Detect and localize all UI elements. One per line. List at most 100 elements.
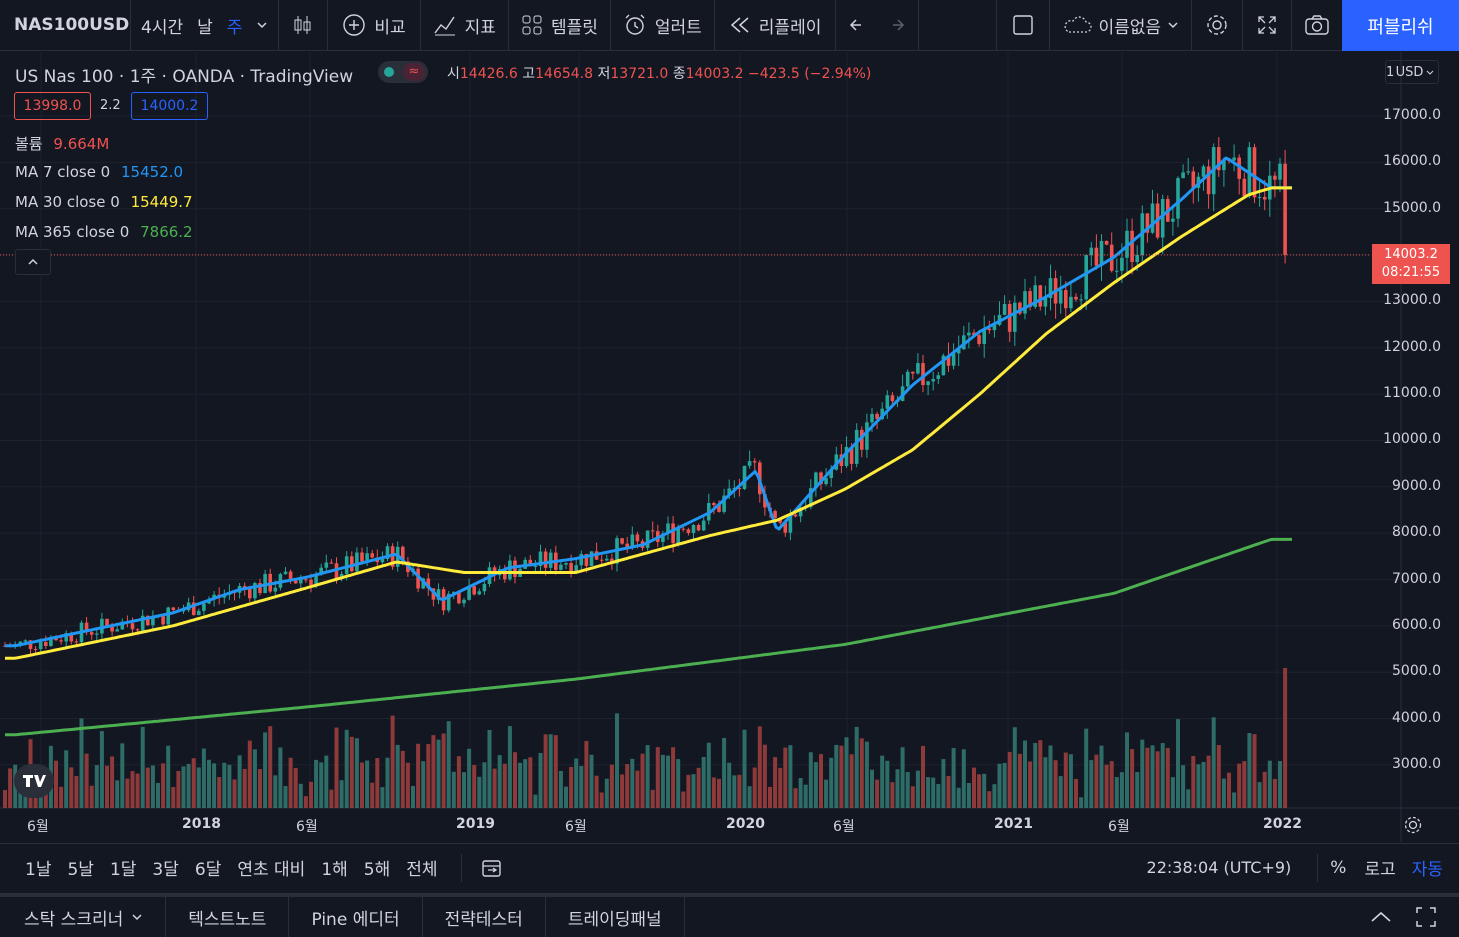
candle-body xyxy=(314,573,318,586)
range-6m[interactable]: 6달 xyxy=(194,860,222,880)
volume-legend[interactable]: 볼륨 9.664M xyxy=(15,135,110,153)
undo-icon[interactable] xyxy=(848,15,870,35)
replay-button[interactable]: 리플레이 xyxy=(715,0,836,51)
candle-body xyxy=(288,571,293,581)
chevron-down-icon xyxy=(132,914,142,921)
publish-button[interactable]: 퍼블리쉬 xyxy=(1342,0,1459,51)
chevron-up-icon[interactable] xyxy=(1369,910,1393,924)
volume-bar xyxy=(1074,778,1078,808)
tradingview-logo[interactable] xyxy=(14,764,54,798)
candle-body xyxy=(508,560,512,580)
candle-body xyxy=(1237,157,1241,179)
tab-pine-editor[interactable]: Pine 에디터 xyxy=(289,897,423,937)
market-status-toggle[interactable]: ≈ xyxy=(378,61,428,83)
range-5d[interactable]: 5날 xyxy=(67,860,94,880)
redo-icon[interactable] xyxy=(884,15,906,35)
tab-strategy-tester[interactable]: 전략테스터 xyxy=(423,897,546,937)
candle-body xyxy=(941,355,946,376)
ma7-legend[interactable]: MA 7 close 0 15452.0 xyxy=(15,163,184,181)
tab-text-notes[interactable]: 텍스트노트 xyxy=(166,897,290,937)
maximize-panel-icon[interactable] xyxy=(1415,906,1437,928)
snapshot-button[interactable] xyxy=(1292,0,1342,51)
volume-bar xyxy=(74,776,79,808)
range-1d[interactable]: 1날 xyxy=(25,860,52,880)
interval-4h[interactable]: 4시간 xyxy=(141,17,184,38)
auto-toggle[interactable]: 자동 xyxy=(1411,860,1443,880)
candle-body xyxy=(1201,166,1206,177)
alert-button[interactable]: 얼러트 xyxy=(611,0,714,51)
volume-bar xyxy=(834,744,839,808)
clock[interactable]: 22:38:04 (UTC+9) xyxy=(1146,858,1292,877)
candle-body xyxy=(1232,157,1236,161)
range-ytd[interactable]: 연초 대비 xyxy=(237,860,306,880)
volume-bar xyxy=(1221,778,1226,808)
volume-bar xyxy=(120,743,125,808)
price-chart[interactable] xyxy=(0,52,1459,843)
candle-body xyxy=(1283,163,1287,255)
time-tick-label: 6월 xyxy=(565,819,587,835)
volume-bar xyxy=(502,763,507,808)
range-1m[interactable]: 1달 xyxy=(109,860,137,880)
range-3m[interactable]: 3달 xyxy=(152,860,179,880)
interval-week[interactable]: 주 xyxy=(226,17,243,38)
collapse-legend-button[interactable] xyxy=(15,249,51,275)
candle-body xyxy=(105,618,109,626)
settings-button[interactable] xyxy=(1192,0,1242,51)
tab-trading-panel[interactable]: 트레이딩패널 xyxy=(546,897,685,937)
symbol-search[interactable]: NAS100USD xyxy=(0,0,130,51)
grid-icon xyxy=(521,14,543,36)
volume-bar xyxy=(558,770,563,808)
volume-bar xyxy=(1247,732,1252,808)
axis-settings-button[interactable] xyxy=(1403,815,1423,839)
layout-name-button[interactable]: 이름없음 xyxy=(1050,0,1191,51)
candle-body xyxy=(1135,254,1139,262)
price-tick-label: 10000.0 xyxy=(1383,431,1441,448)
templates-button[interactable]: 템플릿 xyxy=(509,0,610,51)
candle-body xyxy=(1150,203,1155,233)
fullscreen-layout-button[interactable] xyxy=(997,0,1049,51)
candle-body xyxy=(712,503,716,506)
candle-body xyxy=(763,494,767,508)
volume-bar xyxy=(1278,761,1282,808)
chart-legend-title[interactable]: US Nas 100 · 1주 · OANDA · TradingView xyxy=(15,62,353,87)
volume-bar xyxy=(910,786,915,808)
ma30-legend[interactable]: MA 30 close 0 15449.7 xyxy=(15,193,193,211)
price-tick-label: 13000.0 xyxy=(1383,292,1441,309)
candle-body xyxy=(584,553,589,566)
volume-bar xyxy=(456,756,461,808)
square-icon xyxy=(1011,13,1035,37)
volume-bar xyxy=(1145,747,1150,808)
range-5y[interactable]: 5해 xyxy=(363,860,391,880)
volume-bar xyxy=(232,779,237,808)
currency-selector[interactable]: 1 USD xyxy=(1385,60,1439,84)
candle-body xyxy=(1206,166,1211,195)
volume-bar xyxy=(1130,749,1135,808)
candle-body xyxy=(528,559,533,567)
chevron-down-icon[interactable] xyxy=(256,19,268,31)
candle-body xyxy=(1074,296,1078,300)
candle-body xyxy=(64,633,68,642)
volume-bar xyxy=(803,784,808,808)
volume-bar xyxy=(436,739,441,808)
tab-stock-screener[interactable]: 스탁 스크리너 xyxy=(0,897,167,937)
candle-body xyxy=(89,632,94,635)
volume-bar xyxy=(671,747,676,808)
volume-bar xyxy=(472,765,477,808)
range-all[interactable]: 전체 xyxy=(406,860,438,880)
interval-day[interactable]: 날 xyxy=(197,17,213,38)
volume-bar xyxy=(594,775,599,808)
ohlc-values: 시14426.6 고14654.8 저13721.0 종14003.2 −423… xyxy=(447,66,872,82)
log-toggle[interactable]: 로고 xyxy=(1364,860,1396,880)
candle-body xyxy=(1115,270,1119,272)
buy-price-button[interactable]: 14000.2 xyxy=(131,92,208,120)
percent-toggle[interactable]: % xyxy=(1330,857,1347,878)
indicators-button[interactable]: 지표 xyxy=(421,0,508,51)
ma365-legend[interactable]: MA 365 close 0 7866.2 xyxy=(15,223,193,241)
range-1y[interactable]: 1해 xyxy=(321,860,348,880)
expand-button[interactable] xyxy=(1243,0,1291,51)
sell-price-button[interactable]: 13998.0 xyxy=(14,92,91,120)
chart-type-button[interactable] xyxy=(279,0,327,51)
compare-button[interactable]: 비교 xyxy=(328,0,419,51)
candle-body xyxy=(115,629,119,632)
goto-date-button[interactable] xyxy=(480,857,504,879)
